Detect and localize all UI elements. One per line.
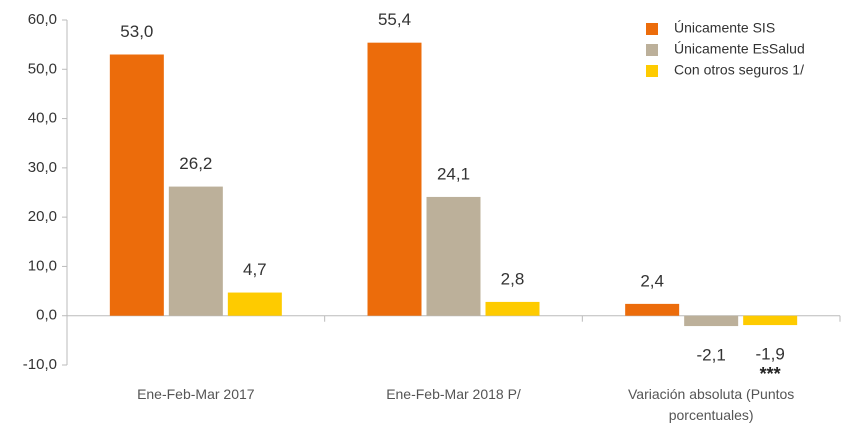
bar (227, 292, 282, 316)
bar (485, 301, 540, 316)
y-tick-label: 50,0 (28, 60, 57, 77)
legend-label: Con otros seguros 1/ (674, 62, 804, 78)
y-tick-label: 30,0 (28, 159, 57, 176)
value-label: 26,2 (179, 154, 212, 173)
bar (625, 303, 680, 316)
bar (109, 54, 164, 316)
value-label: 2,4 (640, 271, 664, 290)
value-label: 53,0 (120, 22, 153, 41)
bar (367, 42, 422, 316)
y-tick-label: 40,0 (28, 110, 57, 127)
x-tick-label: Variación absoluta (Puntos porcentuales) (628, 386, 795, 423)
y-tick-label: 0,0 (36, 307, 57, 324)
y-tick-label: 10,0 (28, 257, 57, 274)
value-label: 4,7 (243, 260, 267, 279)
legend-label: Únicamente SIS (674, 20, 775, 36)
value-label: 2,8 (501, 269, 525, 288)
value-label: -2,1 (697, 346, 726, 365)
bar (743, 315, 798, 326)
y-tick-label: -10,0 (23, 356, 57, 373)
legend-label: Únicamente EsSalud (674, 41, 805, 57)
value-label: 24,1 (437, 164, 470, 183)
x-tick-label: Ene-Feb-Mar 2018 P/ (386, 386, 521, 402)
annotation: *** (760, 364, 781, 384)
x-tick-label: Ene-Feb-Mar 2017 (137, 386, 255, 402)
bar (168, 186, 223, 316)
value-label: -1,9 (756, 345, 785, 364)
legend-swatch (646, 65, 658, 77)
legend-swatch (646, 44, 658, 56)
legend-swatch (646, 23, 658, 35)
value-label: 55,4 (378, 10, 411, 29)
y-tick-label: 20,0 (28, 208, 57, 225)
bar (426, 196, 481, 316)
y-tick-label: 60,0 (28, 11, 57, 28)
bar (684, 315, 739, 327)
